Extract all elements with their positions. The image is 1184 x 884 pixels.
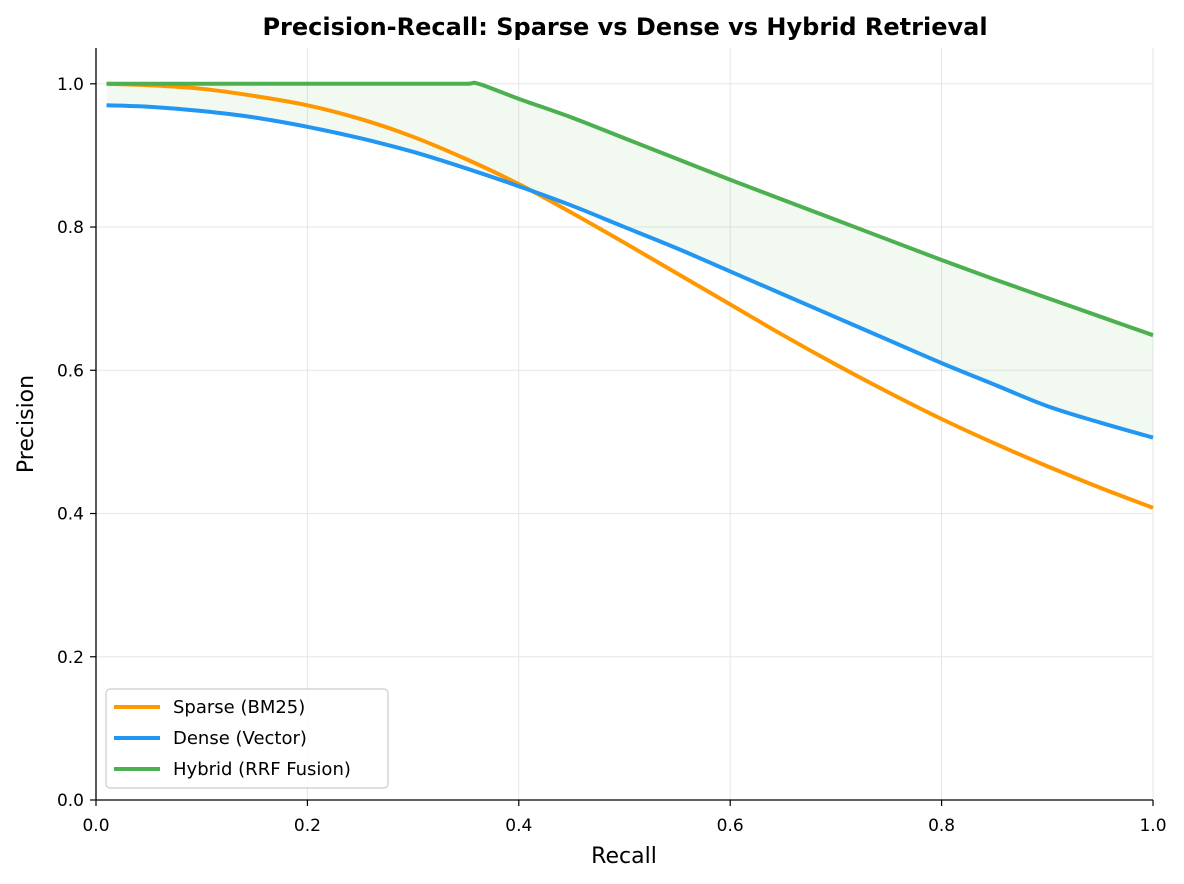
legend-label: Hybrid (RRF Fusion) [173,759,351,780]
x-tick-label: 0.2 [294,816,321,836]
x-tick-label: 0.4 [505,816,532,836]
y-ticks: 0.0 0.2 0.4 0.6 0.8 1.0 [57,75,96,811]
x-tick-label: 0.0 [82,816,109,836]
legend-box [105,688,389,789]
series-line-dense-vector [106,103,1154,440]
series-line-sparse-bm25 [106,81,1154,510]
y-tick-label: 0.2 [57,648,84,668]
legend-label: Sparse (BM25) [173,697,305,718]
y-axis-label: Precision [14,375,39,473]
x-tick-label: 0.8 [928,816,955,836]
x-axis-label: Recall [591,844,657,869]
y-tick-label: 1.0 [57,75,84,95]
hybrid-dense-fill [106,82,1154,438]
x-tick-label: 1.0 [1139,816,1166,836]
y-tick-label: 0.0 [57,791,84,811]
y-tick-label: 0.6 [57,361,84,381]
x-ticks: 0.0 0.2 0.4 0.6 0.8 1.0 [82,800,1167,836]
chart-title: Precision-Recall: Sparse vs Dense vs Hyb… [262,13,987,41]
x-tick-label: 0.6 [717,816,744,836]
legend: Sparse (BM25) Dense (Vector) Hybrid (RRF F… [105,688,389,789]
y-tick-label: 0.4 [57,505,84,525]
series-line-hybrid-rrf-fusion [106,80,1154,338]
axes [95,48,1153,801]
y-tick-label: 0.8 [57,218,84,238]
series-lines [106,80,1154,510]
legend-label: Dense (Vector) [173,728,307,749]
